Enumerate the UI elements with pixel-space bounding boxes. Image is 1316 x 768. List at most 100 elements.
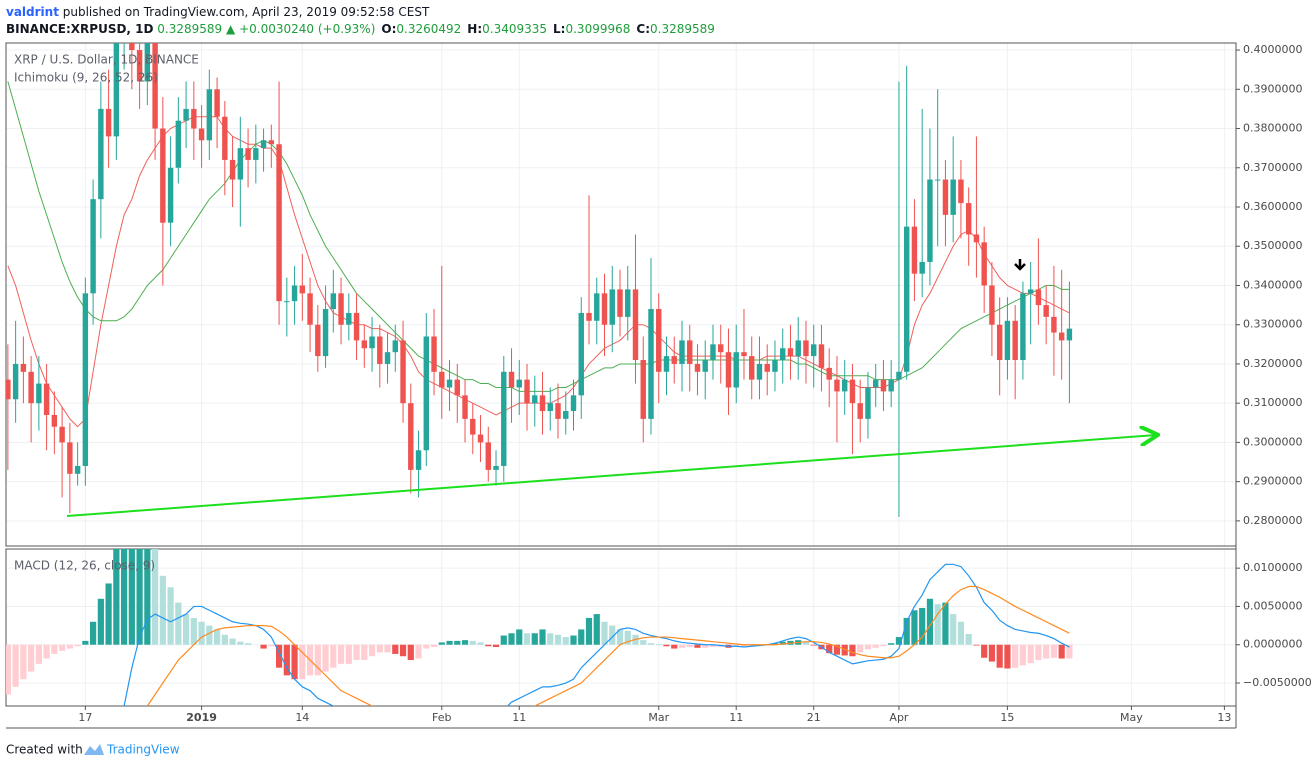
x-tick-label: 15: [1000, 711, 1014, 724]
candle-body: [733, 352, 739, 388]
histogram-bar: [368, 644, 376, 657]
candle-body: [338, 293, 344, 325]
histogram-bar: [268, 644, 275, 647]
candle-body: [408, 403, 414, 470]
histogram-bar: [283, 644, 290, 676]
y-tick-label: 0.3400000: [1243, 278, 1303, 291]
histogram-bar: [678, 644, 686, 648]
histogram-bar: [826, 644, 833, 654]
candle-body: [547, 403, 553, 412]
candle-body: [1058, 332, 1065, 341]
histogram-bar: [516, 629, 523, 645]
candle-body: [911, 226, 918, 274]
histogram-bar: [919, 607, 926, 645]
candle-body: [516, 379, 522, 388]
histogram-bar: [392, 644, 399, 654]
candle-body: [12, 363, 19, 400]
y-tick-label: 0.3000000: [1243, 435, 1303, 448]
histogram-bar: [686, 644, 693, 648]
candle-body: [307, 293, 313, 325]
candle-body: [532, 395, 538, 404]
candle-body: [795, 340, 801, 357]
candle-body: [59, 426, 65, 443]
candle-body: [222, 116, 228, 160]
candle-body: [563, 411, 569, 419]
brand[interactable]: TradingView: [106, 743, 180, 757]
y-tick-label: 0.0100000: [1243, 561, 1303, 574]
histogram-bar: [423, 644, 430, 649]
histogram-bar: [802, 641, 810, 645]
histogram-bar: [810, 644, 817, 646]
candle-body: [539, 395, 546, 412]
histogram-bar: [43, 644, 50, 659]
candle-body: [493, 465, 499, 470]
candle-body: [1035, 289, 1042, 306]
y-tick-label: 0.4000000: [1243, 43, 1303, 56]
x-tick-label: 21: [807, 711, 821, 724]
histogram-bar: [663, 644, 670, 647]
ohlc-value: 0.3289589: [650, 22, 715, 36]
histogram-bar: [934, 604, 941, 645]
histogram-bar: [593, 614, 600, 645]
candle-body: [129, 43, 135, 51]
histogram-bar: [895, 637, 903, 645]
axes: 0.2800000 0.2900000 0.3000000 0.3100000 0.32…: [78, 43, 1311, 724]
published: published on TradingView.com, April 23, …: [59, 5, 430, 19]
candle-body: [1051, 316, 1057, 333]
author[interactable]: valdrint: [6, 5, 59, 19]
candle-body: [175, 120, 182, 168]
candle-body: [810, 344, 817, 357]
candle-body: [229, 159, 236, 180]
y-tick-label: 0.0050000: [1243, 599, 1303, 612]
histogram-bar: [911, 610, 918, 645]
candle-body: [384, 352, 391, 364]
indicator-line: [123, 563, 1070, 706]
ohlc-label: L:: [553, 22, 565, 36]
histogram-bar: [361, 644, 368, 661]
brand-logo: [84, 744, 104, 755]
histogram-bar: [578, 629, 585, 645]
y-tick-label: −0.0050000: [1243, 676, 1312, 689]
histogram-bar: [399, 644, 407, 657]
candle-body: [470, 418, 476, 435]
candle-body: [888, 379, 894, 392]
symbol-line: BINANCE:XRPUSD, 1D 0.3289589 ▲ +0.003024…: [6, 22, 715, 36]
candle-body: [51, 414, 58, 427]
candle-body: [780, 348, 786, 361]
candle-body: [880, 379, 887, 392]
histogram-bar: [640, 640, 647, 645]
histogram-bar: [585, 617, 593, 645]
candle-body: [330, 293, 337, 310]
histogram-bar: [430, 644, 438, 648]
histogram-bar: [554, 634, 562, 645]
histogram-bar: [275, 644, 283, 668]
histogram-bar: [709, 644, 717, 648]
y-tick-label: 0.3600000: [1243, 200, 1303, 213]
marker-arrow: [1014, 259, 1026, 271]
histogram-bar: [957, 621, 965, 645]
histogram-bar: [314, 644, 321, 676]
y-tick-label: 0.2900000: [1243, 475, 1303, 488]
histogram-bar: [121, 549, 128, 645]
histogram-bar: [74, 644, 81, 647]
candle-body: [702, 360, 708, 372]
x-tick-label: Apr: [889, 711, 909, 724]
candle-body: [803, 340, 809, 357]
histogram-bar: [144, 549, 151, 645]
histogram-bar: [624, 630, 631, 645]
candle-body: [423, 336, 430, 451]
candle-body: [1066, 328, 1073, 341]
histogram-bar: [206, 625, 213, 645]
candle-body: [524, 379, 530, 404]
histogram-bar: [841, 644, 848, 656]
candle-body: [694, 363, 701, 372]
candle-body: [113, 43, 120, 137]
histogram-bar: [547, 633, 554, 645]
x-tick-label: 11: [512, 711, 526, 724]
histogram-bar: [90, 621, 97, 645]
x-tick-label: 11: [729, 711, 743, 724]
candle-body: [601, 293, 608, 325]
histogram-bar: [702, 644, 709, 648]
candle-body: [74, 465, 81, 474]
